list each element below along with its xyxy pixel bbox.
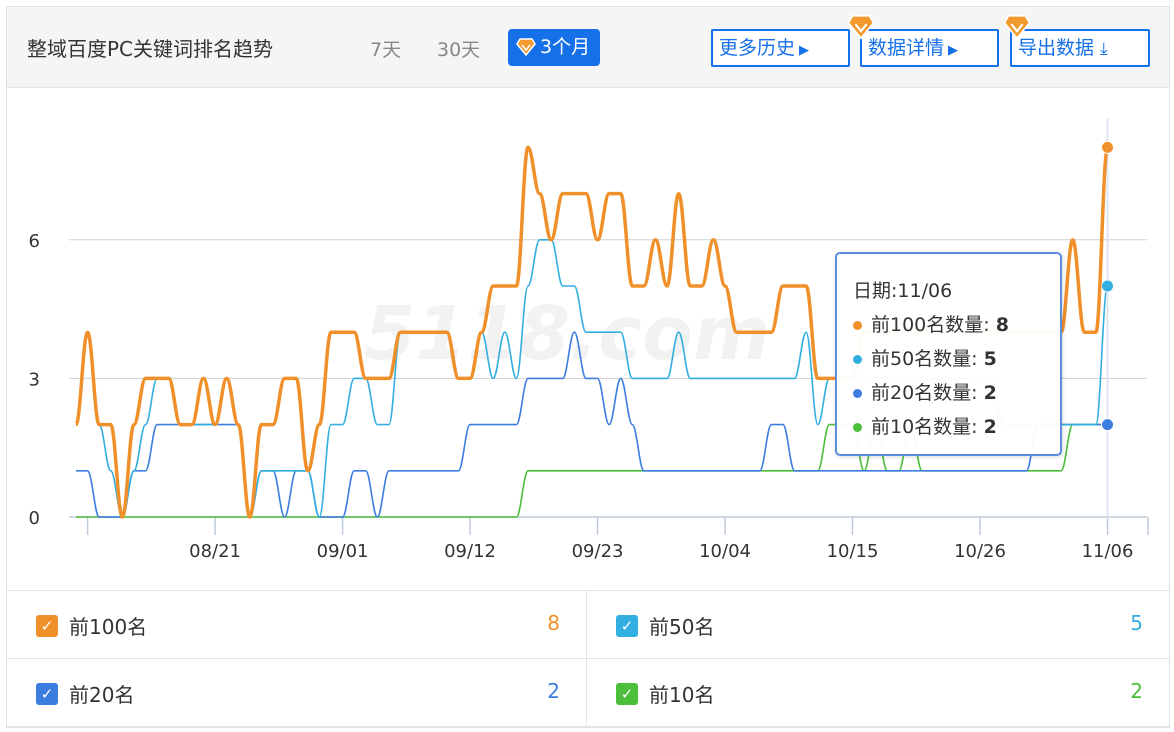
caret-right-icon: ▶ xyxy=(799,43,810,58)
series-marker-top100 xyxy=(1101,140,1115,154)
legend-label: 前20名 xyxy=(69,683,135,707)
more-history-label: 更多历史 xyxy=(719,37,796,59)
legend-label: 前50名 xyxy=(649,615,715,639)
download-icon: ⤓ xyxy=(1100,39,1108,59)
tooltip-label: 前100名数量: xyxy=(871,314,996,336)
legend-value: 8 xyxy=(547,611,560,635)
range-7-days[interactable]: 7天 xyxy=(370,39,402,61)
x-tick-label: 08/21 xyxy=(189,541,241,562)
vip-gem-icon xyxy=(847,14,875,40)
tooltip-label: 前20名数量: xyxy=(871,382,984,404)
tooltip-value: 5 xyxy=(983,348,997,370)
range-3-months-label: 3个月 xyxy=(540,36,591,58)
trend-chart: 5118.com 0 3 6 08/21 09/01 09/12 09/23 10/04 10/… xyxy=(7,89,1169,589)
tooltip-row-top50: 前50名数量: 5 xyxy=(853,342,1060,376)
x-tick-label: 09/01 xyxy=(317,541,369,562)
checkbox-checked-icon[interactable]: ✓ xyxy=(36,615,58,637)
tooltip-row-top20: 前20名数量: 2 xyxy=(853,376,1060,410)
x-tick-label: 09/23 xyxy=(572,541,624,562)
widget-header: 整域百度PC关键词排名趋势 7天 30天 3个月 更多历史 ▶ 数据详情 ▶ 导出数… xyxy=(7,7,1169,88)
vip-gem-icon xyxy=(1003,14,1031,40)
x-tick-label: 10/04 xyxy=(699,541,751,562)
export-data-button[interactable]: 导出数据 ⤓ xyxy=(1010,29,1150,67)
checkbox-checked-icon[interactable]: ✓ xyxy=(616,615,638,637)
range-3-months[interactable]: 3个月 xyxy=(508,29,601,66)
legend-item-top50[interactable]: ✓ 前50名 5 xyxy=(587,591,1169,659)
series-marker-top20 xyxy=(1101,418,1115,432)
data-details-label: 数据详情 xyxy=(868,37,945,59)
legend-value: 2 xyxy=(1130,679,1143,703)
x-tick-label: 09/12 xyxy=(444,541,496,562)
series-dot-icon xyxy=(853,321,862,330)
tooltip-label: 前50名数量: xyxy=(871,348,984,370)
x-tick-label: 10/26 xyxy=(954,541,1006,562)
series-dot-icon xyxy=(853,389,862,398)
data-details-button[interactable]: 数据详情 ▶ xyxy=(860,29,999,67)
tooltip-value: 2 xyxy=(983,382,997,404)
tooltip-row-top10: 前10名数量: 2 xyxy=(853,410,1060,444)
tooltip-row-top100: 前100名数量: 8 xyxy=(853,308,1060,342)
widget-title: 整域百度PC关键词排名趋势 xyxy=(27,37,274,61)
range-30-days[interactable]: 30天 xyxy=(437,39,481,61)
more-history-button[interactable]: 更多历史 ▶ xyxy=(711,29,850,67)
tooltip-value: 2 xyxy=(983,416,997,438)
x-tick-label: 10/15 xyxy=(827,541,879,562)
y-tick-label: 0 xyxy=(29,508,40,529)
x-tick-label: 11/06 xyxy=(1082,541,1134,562)
vip-gem-icon xyxy=(516,38,536,56)
chart-legend: ✓ 前100名 8 ✓ 前50名 5 ✓ 前20名 2 ✓ 前10名 2 xyxy=(7,590,1169,727)
series-dot-icon xyxy=(853,423,862,432)
legend-value: 5 xyxy=(1130,611,1143,635)
tooltip-value: 8 xyxy=(995,314,1009,336)
y-tick-label: 3 xyxy=(29,369,40,390)
export-data-label: 导出数据 xyxy=(1018,37,1095,59)
series-dot-icon xyxy=(853,355,862,364)
tooltip-label: 前10名数量: xyxy=(871,416,984,438)
legend-item-top100[interactable]: ✓ 前100名 8 xyxy=(7,591,587,659)
caret-right-icon: ▶ xyxy=(948,43,959,58)
legend-label: 前10名 xyxy=(649,683,715,707)
checkbox-checked-icon[interactable]: ✓ xyxy=(616,683,638,705)
legend-value: 2 xyxy=(547,679,560,703)
legend-item-top10[interactable]: ✓ 前10名 2 xyxy=(587,659,1169,727)
legend-label: 前100名 xyxy=(69,615,148,639)
legend-item-top20[interactable]: ✓ 前20名 2 xyxy=(7,659,587,727)
widget-frame xyxy=(6,6,1170,728)
series-marker-top50 xyxy=(1101,279,1115,293)
tooltip-date: 日期:11/06 xyxy=(853,280,953,302)
chart-tooltip: 日期:11/06 前100名数量: 8 前50名数量: 5 前20名数量: 2 … xyxy=(835,252,1062,456)
y-tick-label: 6 xyxy=(29,231,40,252)
checkbox-checked-icon[interactable]: ✓ xyxy=(36,683,58,705)
